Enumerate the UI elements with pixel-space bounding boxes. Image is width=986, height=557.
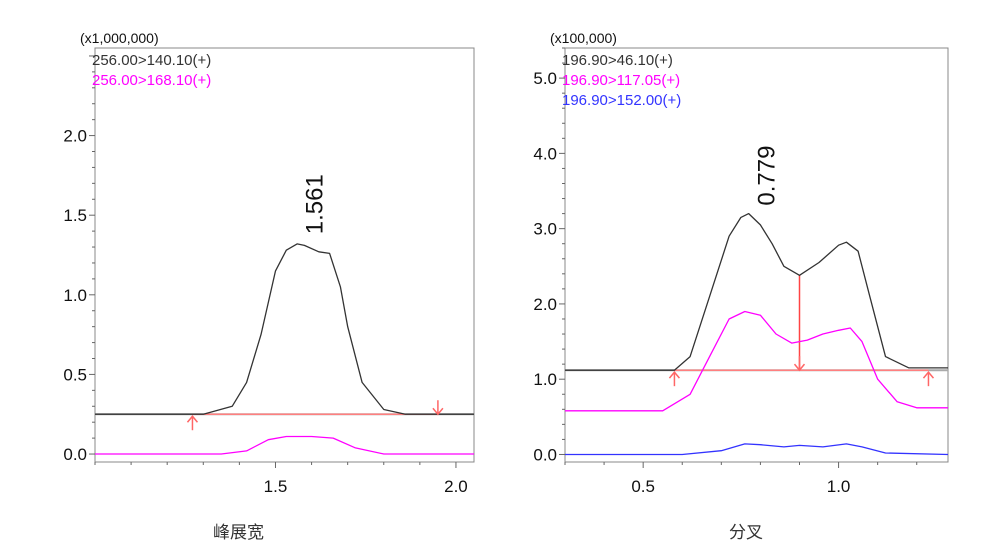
y-tick-label: 2.0 [533, 295, 557, 314]
chart-1: (x100,000) 0.0 1.0 2.0 3.0 4.0 5.0 0.5 1.0 196.90… [533, 30, 949, 496]
axis-multiplier: (x100,000) [550, 30, 617, 46]
peak-retention-label: 1.561 [301, 174, 328, 234]
end-marker-arrow [793, 356, 806, 372]
series-line [565, 212, 948, 371]
start-marker-arrow [668, 370, 681, 387]
start-marker-arrow [186, 415, 199, 431]
y-tick-label: 0.0 [63, 445, 87, 464]
y-tick-label: 0.0 [533, 445, 557, 464]
y-tick-label: 1.0 [533, 370, 557, 389]
series-line [565, 443, 949, 456]
y-tick-label: 3.0 [533, 220, 557, 239]
series-line [565, 310, 948, 412]
legend-entry: 196.90>152.00(+) [562, 92, 681, 109]
x-tick-label: 2.0 [444, 477, 468, 496]
end-marker-arrow [432, 400, 444, 416]
axis-multiplier: (x1,000,000) [80, 30, 159, 46]
series-line [95, 435, 474, 455]
x-tick-label: 0.5 [631, 477, 655, 496]
y-tick-label: 5.0 [533, 69, 557, 88]
y-tick-label: 4.0 [533, 144, 557, 163]
y-tick-label: 0.5 [63, 365, 87, 384]
x-tick-label: 1.5 [264, 477, 288, 496]
left-chart-caption: 峰展宽 [213, 523, 264, 543]
x-tick-label: 1.0 [827, 477, 851, 496]
legend-entry: 196.90>117.05(+) [562, 72, 680, 89]
y-tick-label: 1.5 [63, 206, 87, 225]
legend-entry: 256.00>168.10(+) [92, 72, 211, 89]
legend-entry: 196.90>46.10(+) [562, 52, 673, 69]
legend-entry: 256.00>140.10(+) [92, 52, 211, 69]
plot-frame [564, 47, 949, 463]
y-tick-label: 2.0 [63, 127, 87, 146]
peak-retention-label: 0.779 [754, 146, 781, 206]
right-chart-caption: 分叉 [729, 523, 763, 543]
start-marker-arrow [922, 370, 935, 387]
chart-0: (x1,000,000) 0.0 0.5 1.0 1.5 2.0 1.5 2.0 256.00>… [63, 30, 475, 496]
y-tick-label: 1.0 [63, 286, 87, 305]
plot-frame [94, 47, 475, 463]
series-line [95, 243, 474, 415]
